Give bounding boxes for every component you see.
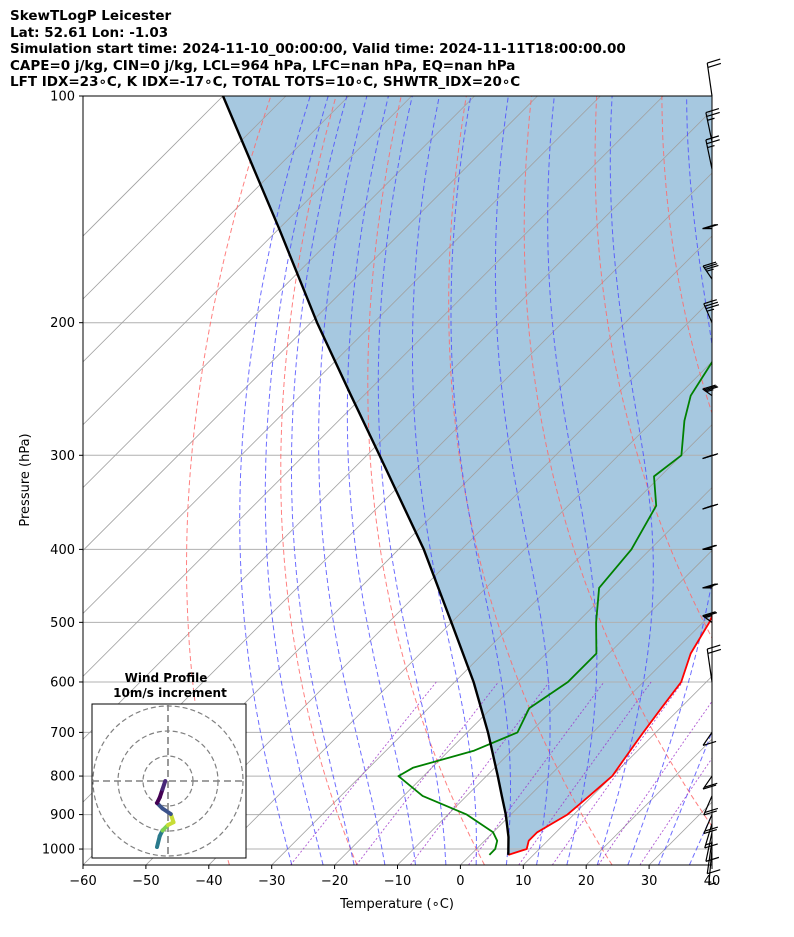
x-tick-label: −20 (321, 874, 348, 889)
y-tick-label: 1000 (42, 843, 75, 858)
y-tick-label: 300 (50, 449, 75, 464)
inset-labels: Wind Profile 10m/s increment (113, 671, 227, 700)
moist-adiabat (596, 96, 654, 865)
y-tick-label: 900 (50, 808, 75, 823)
x-tick-label: 40 (704, 874, 721, 889)
dry-adiabat (661, 96, 712, 415)
wind-barb (708, 848, 716, 886)
y-tick-label: 700 (50, 726, 75, 741)
wind-barb (702, 544, 717, 550)
isotherm-gridline (271, 424, 712, 865)
x-tick-label: 10 (515, 874, 532, 889)
x-tick-label: −50 (132, 874, 159, 889)
cin-shaded-area (223, 96, 712, 855)
x-tick-label: 30 (641, 874, 658, 889)
dry-adiabat (523, 96, 712, 828)
wind-barb (702, 453, 719, 460)
dry-adiabat (367, 96, 485, 865)
isotherm-gridline (83, 96, 287, 300)
x-tick-label: 0 (456, 874, 464, 889)
moist-adiabat (318, 96, 386, 865)
isotherm-gridline (83, 109, 712, 740)
x-tick-label: −30 (258, 874, 285, 889)
moist-adiabat (627, 96, 712, 865)
temperature-profile-line (508, 614, 712, 856)
dry-adiabat (594, 96, 712, 640)
y-tick-label: 800 (50, 770, 75, 785)
isotherm-gridline (145, 298, 712, 865)
x-tick-label: −40 (195, 874, 222, 889)
wind-barb (704, 823, 718, 849)
hodograph (92, 704, 246, 858)
mixing-ratio-line (468, 681, 605, 865)
indices-line-2: LFT IDX=23∘C, K IDX=-17∘C, TOTAL TOTS=10… (10, 74, 521, 90)
wind-barb (702, 611, 718, 623)
isotherm-gridline (460, 612, 712, 865)
isotherm-gridline (83, 96, 601, 614)
mixing-ratio-line (639, 757, 712, 865)
y-axis-label: Pressure (hPa) (18, 433, 33, 526)
y-tick-label: 400 (50, 543, 75, 558)
isotherm-gridline (83, 96, 224, 237)
mixing-ratio-line (410, 681, 550, 865)
wind-barb (702, 503, 719, 510)
y-tick-label: 100 (50, 90, 75, 105)
moist-adiabat (547, 96, 598, 865)
wind-barb (706, 58, 722, 97)
mixing-ratio-line (551, 681, 683, 865)
moist-adiabat (658, 730, 712, 865)
wind-barb (703, 795, 719, 816)
wind-barb (702, 583, 719, 589)
wind-barb (702, 224, 719, 230)
isotherm-gridline (208, 361, 712, 865)
isotherm-gridline (83, 96, 475, 489)
isotherm-gridline (334, 487, 712, 865)
dry-adiabat (448, 96, 613, 865)
moist-adiabat (264, 96, 329, 865)
moist-adiabat (291, 96, 355, 865)
chart-header: SkewTLogP Leicester Lat: 52.61 Lon: -1.0… (10, 8, 626, 91)
x-tick-label: −60 (69, 874, 96, 889)
y-tick-label: 200 (50, 316, 75, 331)
time-line: Simulation start time: 2024-11-10_00:00:… (10, 41, 626, 57)
dewpoint-profile-line (397, 359, 712, 856)
wind-barb (703, 814, 719, 835)
wind-barb (702, 261, 719, 280)
wind-barb (702, 775, 718, 790)
hodograph-segment (160, 779, 168, 792)
wind-barb (705, 135, 720, 170)
moist-adiabat (346, 96, 416, 865)
dry-adiabat (727, 96, 794, 865)
x-axis-label: Temperature (∘C) (339, 897, 454, 912)
wind-barb (703, 299, 720, 323)
isotherm-gridline (83, 96, 664, 677)
mixing-ratio-line (290, 681, 437, 865)
dry-adiabat (280, 96, 358, 865)
isotherm-gridline (523, 675, 712, 865)
parcel-profile-line (221, 96, 510, 855)
wind-barb (702, 384, 719, 397)
inset-title: Wind Profile (125, 671, 208, 685)
isotherm-gridline (83, 96, 350, 363)
y-tick-label: 500 (50, 616, 75, 631)
mixing-ratio-line (598, 700, 712, 865)
wind-barb (706, 644, 722, 683)
moist-adiabat (377, 96, 447, 865)
isotherm-gridline (397, 549, 712, 865)
wind-barb (705, 108, 720, 142)
mixing-ratio-line (518, 681, 652, 865)
indices-line-1: CAPE=0 j/kg, CIN=0 j/kg, LCL=964 hPa, LF… (10, 57, 516, 74)
location-line: Lat: 52.61 Lon: -1.03 (10, 24, 169, 41)
inset-subtitle: 10m/s increment (113, 686, 227, 700)
y-tick-label: 600 (50, 675, 75, 690)
isotherm-gridline (83, 96, 412, 426)
wind-barb (702, 732, 717, 746)
isotherm-gridline (83, 96, 538, 552)
x-tick-label: 20 (578, 874, 595, 889)
x-tick-label: −10 (384, 874, 411, 889)
moist-adiabat (239, 96, 311, 865)
isotherm-gridline (711, 864, 712, 865)
chart-title: SkewTLogP Leicester (10, 8, 172, 24)
